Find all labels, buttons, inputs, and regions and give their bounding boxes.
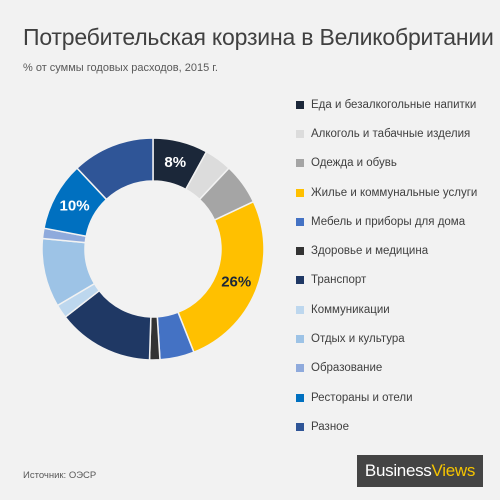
legend-swatch (296, 159, 304, 168)
legend-label: Здоровье и медицина (311, 245, 429, 258)
slice-data-label: 8% (164, 154, 186, 171)
legend-label: Алкоголь и табачные изделия (311, 127, 471, 140)
legend-item: Разное (296, 412, 477, 441)
legend-swatch (296, 247, 304, 256)
legend-label: Отдых и культура (311, 333, 405, 346)
legend-swatch (296, 393, 304, 402)
legend-item: Отдых и культура (296, 324, 477, 353)
brand-logo: Business Views (357, 455, 483, 487)
legend-label: Одежда и обувь (311, 157, 397, 170)
chart-legend: Еда и безалкогольные напитки Алкоголь и т… (296, 90, 477, 442)
slice-data-label: 26% (221, 273, 251, 290)
legend-item: Образование (296, 354, 477, 383)
legend-swatch (296, 217, 304, 226)
legend-label: Транспорт (311, 274, 367, 287)
source-note: Источник: ОЭСР (23, 470, 97, 481)
legend-label: Мебель и приборы для дома (311, 215, 466, 228)
legend-item: Здоровье и медицина (296, 236, 477, 265)
legend-item: Одежда и обувь (296, 149, 477, 178)
legend-swatch (296, 276, 304, 285)
chart-title: Потребительская корзина в Великобритании (23, 24, 494, 50)
legend-item: Коммуникации (296, 295, 477, 324)
legend-item: Мебель и приборы для дома (296, 207, 477, 236)
slice-data-label: 10% (60, 197, 90, 214)
legend-label: Образование (311, 362, 383, 375)
legend-label: Еда и безалкогольные напитки (311, 98, 477, 111)
donut-slice (75, 137, 154, 201)
legend-swatch (296, 100, 304, 109)
logo-word-views: Views (431, 461, 476, 480)
legend-swatch (296, 422, 304, 431)
legend-label: Рестораны и отели (311, 391, 413, 404)
legend-swatch (296, 129, 304, 138)
legend-swatch (296, 188, 304, 197)
legend-item: Жилье и коммунальные услуги (296, 178, 477, 207)
legend-swatch (296, 335, 304, 344)
legend-swatch (296, 364, 304, 373)
logo-word-business: Business (364, 461, 432, 480)
legend-item: Транспорт (296, 266, 477, 295)
legend-item: Алкоголь и табачные изделия (296, 119, 477, 148)
legend-label: Жилье и коммунальные услуги (311, 186, 478, 199)
legend-swatch (296, 305, 304, 314)
legend-label: Коммуникации (311, 303, 390, 316)
chart-subtitle: % от суммы годовых расходов, 2015 г. (23, 62, 218, 74)
legend-label: Разное (311, 420, 349, 433)
legend-item: Рестораны и отели (296, 383, 477, 412)
legend-item: Еда и безалкогольные напитки (296, 90, 477, 119)
